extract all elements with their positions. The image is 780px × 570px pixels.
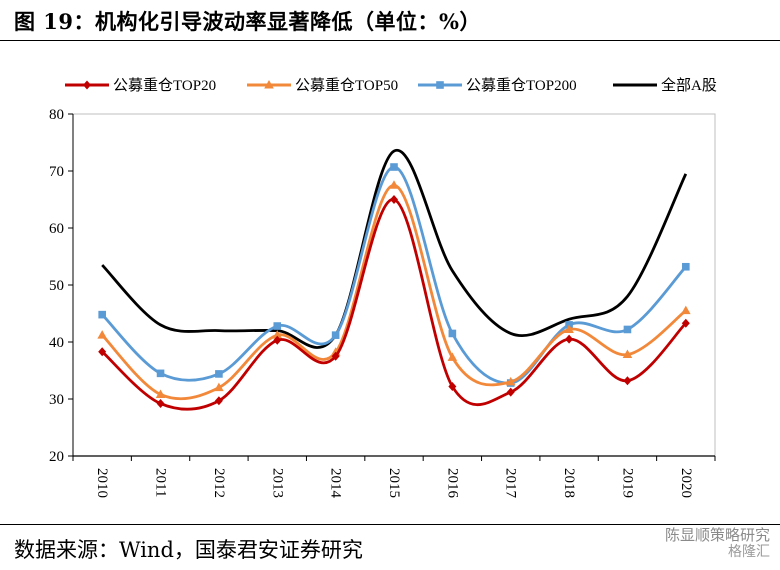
x-tick-label: 2020 [678, 468, 694, 498]
data-point [681, 305, 691, 315]
data-point [98, 347, 107, 357]
watermark: 陈显顺策略研究 格隆汇 [665, 527, 770, 561]
data-point [448, 329, 457, 338]
legend-marker [436, 81, 444, 89]
y-tick-label: 40 [49, 335, 64, 351]
legend-item: 公募重仓TOP50 [247, 77, 398, 94]
data-point [564, 324, 574, 333]
x-tick-label: 2017 [503, 468, 519, 499]
x-axis: 2010 2011 2012 2013 2014 2015 2016 2017 2018 2019… [72, 455, 716, 499]
data-source-note: 数据来源：Wind，国泰君安证券研究 [14, 538, 363, 562]
data-point [98, 310, 106, 319]
data-point [622, 349, 633, 359]
x-tick-label: 2012 [211, 468, 227, 498]
x-tick-label: 2016 [444, 468, 460, 499]
data-point [331, 331, 340, 339]
x-tick-label: 2011 [153, 468, 169, 497]
data-point [389, 180, 399, 189]
legend-label: 全部A股 [661, 76, 717, 94]
data-point [331, 351, 340, 361]
data-point [272, 330, 283, 339]
source-divider [0, 524, 780, 525]
data-point [156, 369, 165, 378]
data-point [682, 262, 690, 271]
data-point [505, 376, 516, 386]
x-tick-label: 2018 [561, 468, 577, 498]
data-point [214, 382, 224, 392]
legend-item: 公募重仓TOP20 [65, 77, 216, 94]
series-1 [98, 195, 690, 411]
data-point [390, 195, 398, 204]
data-point [506, 387, 515, 397]
watermark-text: 陈显顺策略研究 [664, 526, 770, 544]
data-point [215, 370, 223, 378]
y-tick-label: 80 [49, 107, 64, 123]
series-2 [97, 180, 691, 401]
series-line [101, 149, 688, 349]
y-axis: 20 30 40 50 60 70 80 [49, 107, 74, 465]
legend-item: 公募重仓TOP200 [418, 77, 577, 94]
data-point [97, 330, 107, 339]
data-point [623, 376, 632, 386]
x-tick-label: 2019 [619, 468, 635, 498]
legend-item: 全部A股 [613, 76, 717, 94]
title-divider [0, 40, 780, 41]
data-point [155, 389, 166, 398]
data-point [623, 325, 632, 334]
legend-label: 公募重仓TOP200 [466, 77, 577, 94]
y-tick-label: 70 [49, 164, 64, 180]
watermark-secondary: 格隆汇 [728, 544, 770, 560]
y-tick-label: 20 [49, 449, 64, 465]
figure-title: 图 19：机构化引导波动率显著降低（单位：%） [14, 9, 481, 34]
legend-marker [264, 80, 274, 89]
data-point [565, 334, 574, 344]
x-tick-label: 2010 [94, 468, 110, 498]
chart-legend: 公募重仓TOP20 公募重仓TOP50 公募重仓TOP200 全部A股 [65, 76, 717, 94]
data-point [214, 396, 223, 406]
line-chart: 公募重仓TOP20 公募重仓TOP50 公募重仓TOP200 全部A股 20 30 40 5… [49, 76, 717, 499]
data-point [681, 318, 690, 328]
x-tick-label: 2015 [386, 468, 402, 498]
y-tick-label: 30 [49, 392, 64, 408]
data-point [390, 163, 398, 171]
data-point [273, 335, 282, 345]
x-tick-label: 2013 [269, 468, 285, 498]
legend-label: 公募重仓TOP50 [295, 77, 398, 94]
legend-marker [83, 80, 91, 90]
data-point [447, 352, 458, 361]
data-point [273, 322, 282, 330]
data-point [156, 399, 165, 409]
legend-label: 公募重仓TOP20 [113, 77, 216, 94]
x-tick-label: 2014 [328, 468, 344, 499]
chart-series [97, 149, 691, 411]
series-4 [101, 149, 688, 349]
y-tick-label: 50 [49, 278, 64, 294]
y-tick-label: 60 [49, 221, 64, 237]
data-point [448, 381, 457, 391]
